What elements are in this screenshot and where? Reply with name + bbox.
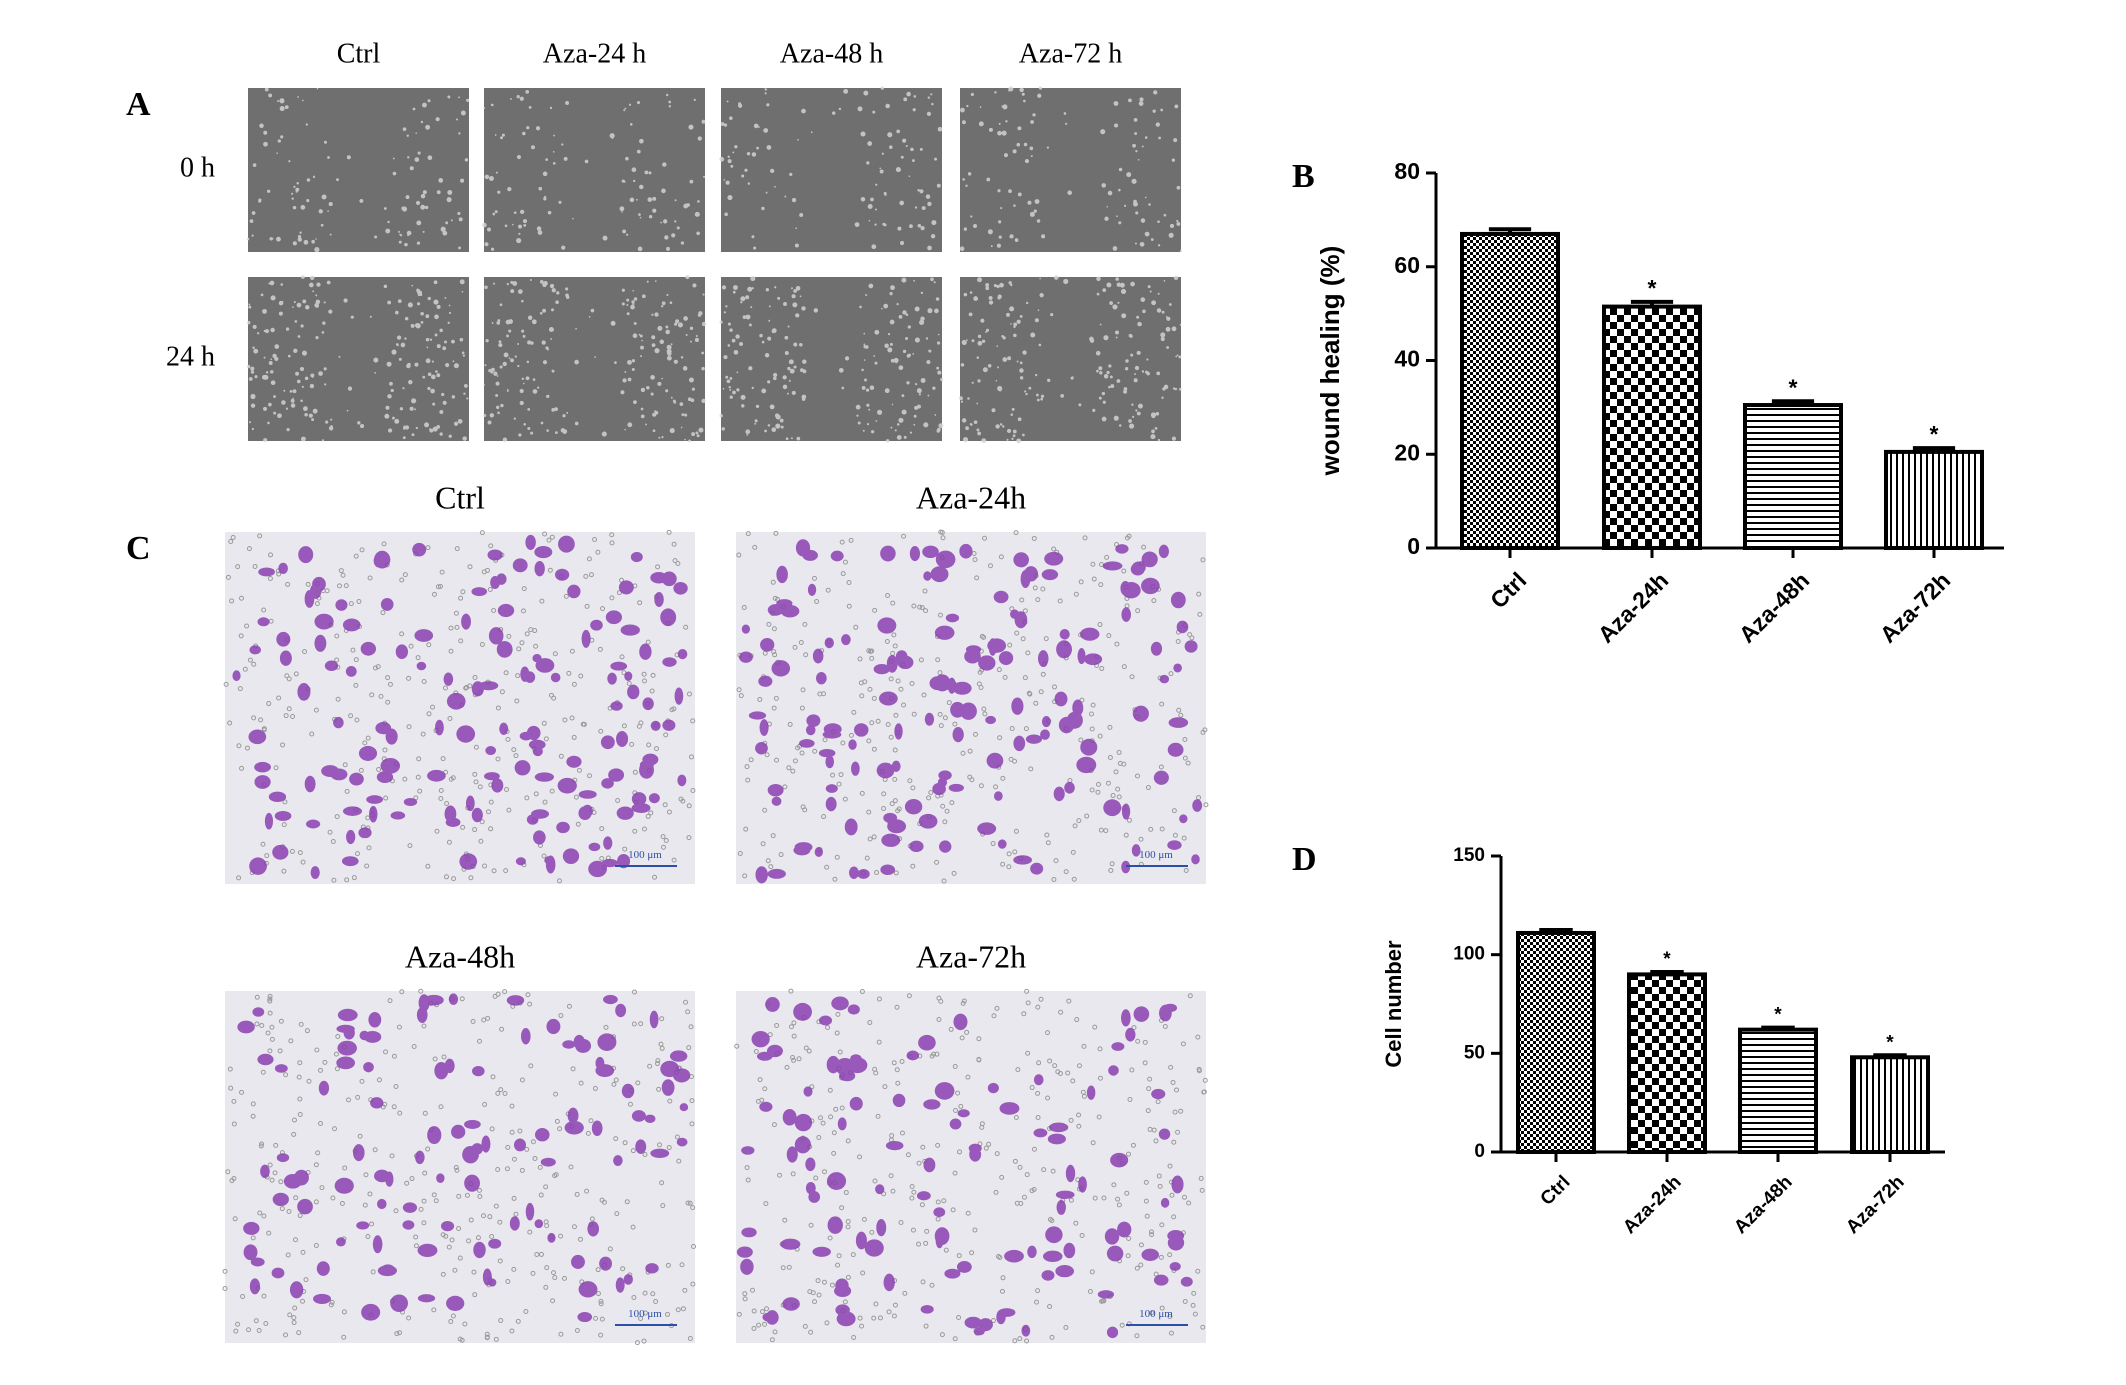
scale-bar-label: 100 μm [1139,1308,1173,1320]
bar [1516,930,1596,1155]
micrograph [248,277,469,441]
y-tick-label: 150 [1453,845,1485,866]
y-tick-label: 0 [1474,1141,1485,1162]
y-axis-label: wound healing (%) [1315,246,1345,477]
bar [1743,403,1843,550]
micrograph [960,88,1181,252]
panel-label: C [126,530,151,567]
column-label: Aza-48 h [780,38,883,69]
stained-cells [232,534,688,879]
cells [958,275,1182,444]
stained-cells [739,539,1203,884]
x-tick-label: Ctrl [1485,567,1531,613]
y-tick-label: 40 [1394,346,1420,372]
error-bar [1873,1053,1907,1058]
image-title: Ctrl [435,479,485,515]
scale-bar-label: 100 μm [1139,849,1173,861]
micrograph [721,277,942,441]
stained-cells [237,993,691,1323]
micrograph [484,277,705,441]
micrograph [484,88,705,252]
row-label: 0 h [180,152,215,183]
x-tick-label: Aza-24h [1593,567,1674,648]
micrograph [248,88,469,252]
y-tick-label: 50 [1464,1042,1485,1063]
y-tick-label: 80 [1394,158,1420,184]
bar [1850,1055,1930,1155]
error-bar [1539,928,1573,933]
image-title: Aza-72h [916,938,1026,974]
scale-bar-label: 100 μm [628,1308,662,1320]
x-tick-label: Aza-24h [1619,1172,1685,1238]
error-bar [1630,299,1674,307]
bar [1602,304,1702,550]
panel-label: B [1292,158,1315,195]
y-tick-label: 0 [1407,533,1420,559]
significance: * [1648,275,1657,301]
error-bar [1488,227,1532,234]
significance: * [1930,421,1939,447]
cells [719,86,943,251]
significance: * [1886,1032,1894,1053]
y-tick-label: 100 [1453,944,1485,965]
y-axis-label: Cell number [1381,940,1406,1068]
micrograph [960,277,1181,441]
panel-label: D [1292,841,1317,878]
bar [1627,972,1707,1155]
x-tick-label: Aza-48h [1730,1172,1796,1238]
row-label: 24 h [166,341,215,372]
image-title: Aza-48h [405,938,515,974]
column-label: Ctrl [337,38,381,69]
cells [246,275,469,443]
error-bar [1912,446,1956,452]
error-bar [1650,970,1684,975]
significance: * [1789,374,1798,400]
y-tick-label: 60 [1394,252,1420,278]
scale-bar-label: 100 μm [628,849,662,861]
image-title: Aza-24h [916,479,1026,515]
stained-cells [736,996,1193,1339]
x-tick-label: Aza-48h [1734,567,1815,648]
panel-label: A [126,86,151,123]
error-bar [1771,399,1815,406]
column-label: Aza-72 h [1019,38,1122,69]
significance: * [1774,1005,1782,1026]
cells [481,89,706,252]
bar [1738,1027,1818,1154]
cells [719,276,944,443]
bar [1460,231,1560,550]
x-tick-label: Aza-72h [1842,1172,1908,1238]
micrograph [721,88,942,252]
error-bar [1761,1025,1795,1030]
x-tick-label: Ctrl [1537,1172,1575,1210]
x-tick-label: Aza-72h [1875,567,1956,648]
column-label: Aza-24 h [543,38,646,69]
significance: * [1663,949,1671,970]
bar [1884,449,1984,550]
y-tick-label: 20 [1394,439,1420,465]
